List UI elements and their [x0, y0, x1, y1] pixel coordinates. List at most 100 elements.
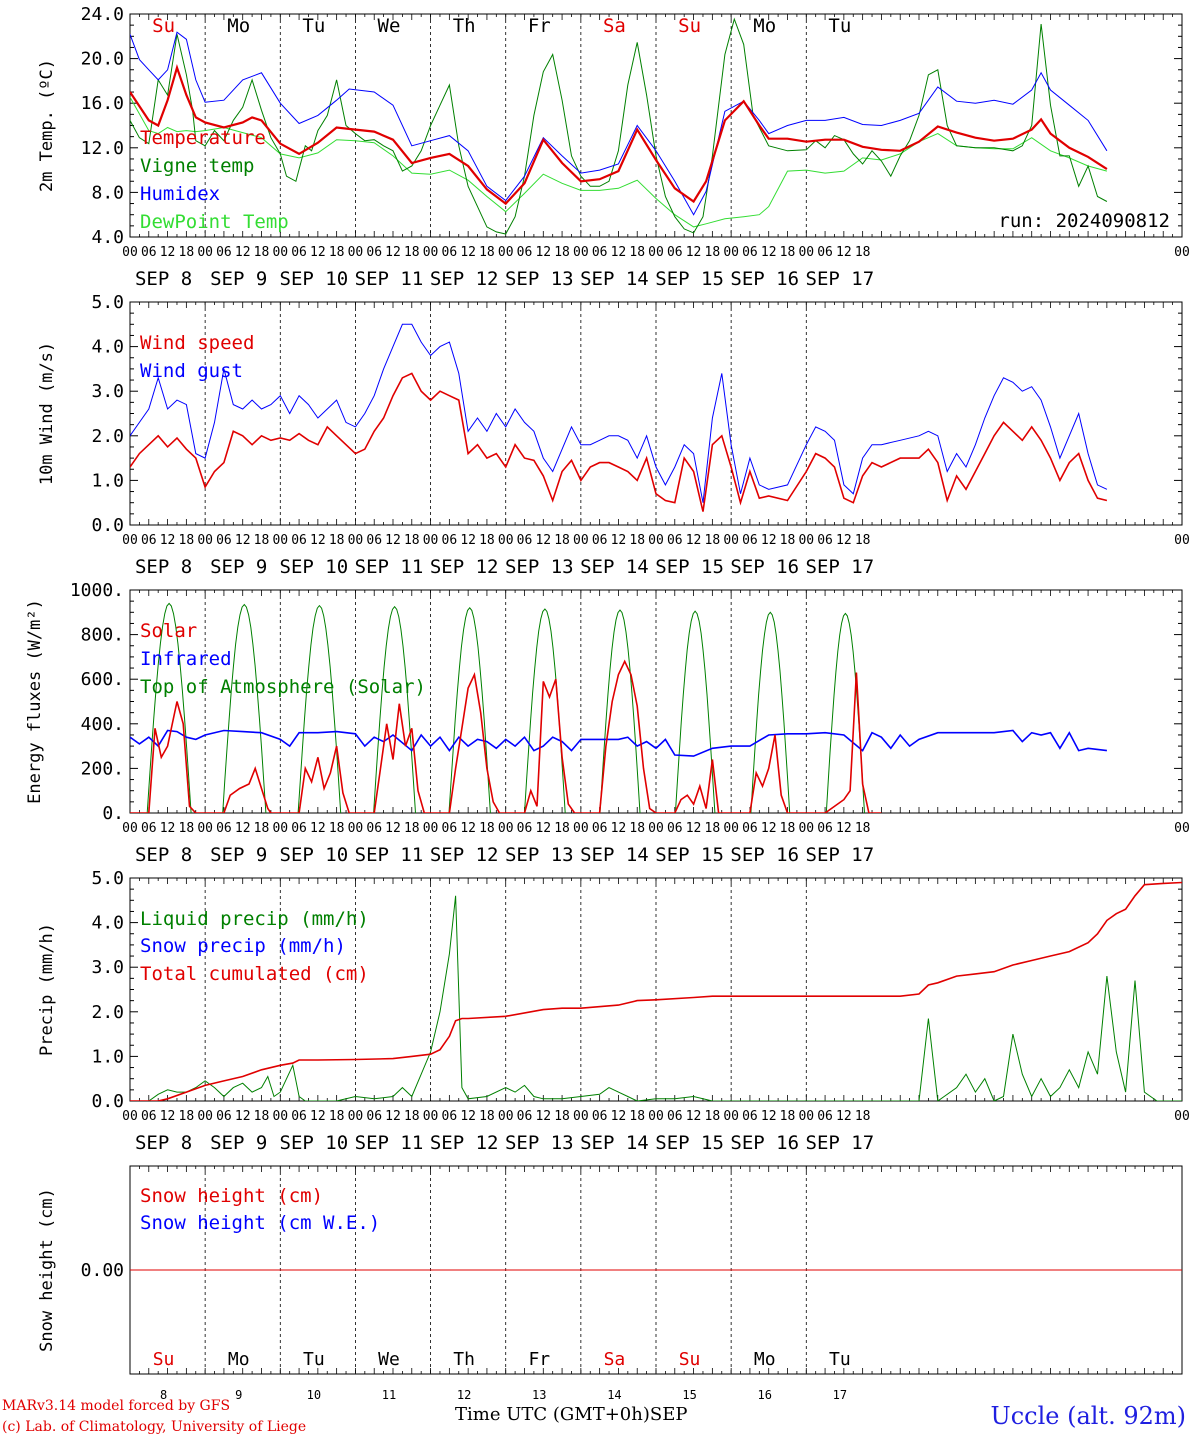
hour-tick-label: 06: [592, 821, 608, 836]
hour-tick-label: 18: [404, 245, 420, 260]
model-credit: MARv3.14 model forced by GFS: [2, 1398, 231, 1414]
hour-tick-label: 12: [160, 821, 176, 836]
hour-tick-label: 12: [160, 245, 176, 260]
hour-tick-label: 00: [798, 245, 814, 260]
hour-tick-label: 12: [611, 533, 627, 548]
y-tick-label: 3.0: [91, 381, 124, 402]
legend-entry: Temperature: [140, 127, 266, 149]
hour-tick-label: 00: [197, 1109, 213, 1124]
hour-tick-label: 18: [179, 1109, 195, 1124]
hour-tick-label: 18: [254, 533, 270, 548]
hour-tick-label: 06: [667, 245, 683, 260]
date-label: SEP 14: [580, 844, 649, 866]
date-label: SEP 11: [355, 844, 424, 866]
y-tick-label: 400.: [81, 714, 124, 735]
weekday-label: Th: [453, 1349, 475, 1370]
hour-tick-label: 18: [705, 821, 721, 836]
hour-tick-label: 12: [611, 821, 627, 836]
legend-entry: Solar: [140, 620, 197, 642]
hour-tick-label: 06: [291, 533, 307, 548]
date-label: SEP 14: [580, 556, 649, 578]
y-tick-label: 2.0: [91, 1002, 124, 1023]
date-label: SEP 8: [135, 844, 192, 866]
hour-tick-label: 06: [742, 245, 758, 260]
series-line-total-cumulated-cm-: [130, 881, 1182, 1101]
hour-tick-label: 00: [197, 821, 213, 836]
panel-frame-0: [129, 13, 1183, 238]
hour-tick-label: 12: [235, 1109, 251, 1124]
hour-tick-label: 06: [667, 533, 683, 548]
y-tick-label: 0.: [102, 803, 124, 824]
hour-tick-label: 00: [423, 1109, 439, 1124]
hour-tick-label: 18: [179, 533, 195, 548]
hour-tick-label: 18: [554, 245, 570, 260]
date-label: SEP 9: [210, 268, 267, 290]
weekday-label: Tu: [303, 1349, 325, 1370]
hour-tick-label: 06: [442, 821, 458, 836]
hour-tick-label: 00: [423, 245, 439, 260]
hour-tick-label: 12: [761, 1109, 777, 1124]
hour-tick-label: 12: [160, 1109, 176, 1124]
time-axis-title: Time UTC (GMT+0h)SEP: [455, 1404, 687, 1425]
hour-tick-label: 06: [667, 1109, 683, 1124]
y-tick-label: 3.0: [91, 957, 124, 978]
run-annotation: run: 2024090812: [998, 210, 1170, 232]
series-line-infrared: [130, 729, 1107, 757]
hour-tick-label: 12: [836, 533, 852, 548]
hour-tick-label: 00: [573, 245, 589, 260]
hour-tick-label: 18: [329, 1109, 345, 1124]
date-label: SEP 10: [280, 556, 349, 578]
hour-tick-label: 06: [366, 1109, 382, 1124]
hour-tick-label: 00: [272, 821, 288, 836]
hour-tick-label: 00: [573, 1109, 589, 1124]
toa-solar-line: [373, 605, 416, 813]
y-tick-label: 1.0: [91, 470, 124, 491]
toa-solar-line: [222, 603, 267, 813]
date-label: SEP 13: [505, 844, 574, 866]
hour-tick-label: 12: [310, 533, 326, 548]
date-label: SEP 11: [355, 268, 424, 290]
hour-tick-label: 12: [836, 245, 852, 260]
day-number-label: 9: [235, 1388, 242, 1402]
hour-tick-label: 00: [498, 245, 514, 260]
date-label: SEP 12: [430, 844, 499, 866]
hour-tick-label: 18: [554, 1109, 570, 1124]
hour-tick-label: 06: [592, 245, 608, 260]
toa-solar-line: [750, 611, 791, 813]
hour-tick-label: 06: [291, 245, 307, 260]
y-tick-label: 1000.: [70, 580, 124, 601]
hour-tick-label: 00: [348, 533, 364, 548]
legend-entry: Top of Atmosphere (Solar): [140, 676, 426, 698]
hour-tick-label: 18: [780, 245, 796, 260]
y-tick-label: 4.0: [91, 337, 124, 358]
hour-tick-label: 06: [817, 1109, 833, 1124]
legend-entry: Liquid precip (mm/h): [140, 908, 369, 930]
hour-tick-label: 12: [460, 1109, 476, 1124]
hour-tick-label: 18: [254, 821, 270, 836]
hour-tick-label: 12: [310, 821, 326, 836]
legend-entry: Humidex: [140, 183, 220, 205]
hour-tick-label: 18: [780, 1109, 796, 1124]
y-tick-label: 16.0: [81, 93, 124, 114]
hour-tick-label: 12: [310, 245, 326, 260]
hour-tick-label: 06: [442, 1109, 458, 1124]
station-name: Uccle (alt. 92m): [990, 1402, 1186, 1430]
hour-tick-label: 06: [517, 1109, 533, 1124]
date-label: SEP 9: [210, 844, 267, 866]
hour-tick-label: 06: [442, 245, 458, 260]
day-number-label: 11: [382, 1388, 396, 1402]
hour-tick-label: 06: [141, 1109, 157, 1124]
hour-tick-label: 00: [498, 821, 514, 836]
legend-entry: Infrared: [140, 648, 232, 670]
hour-tick-label: 12: [235, 245, 251, 260]
date-label: SEP 15: [655, 268, 724, 290]
hour-tick-label: 18: [554, 533, 570, 548]
weekday-label: Su: [678, 15, 701, 37]
date-label: SEP 17: [806, 268, 875, 290]
date-label: SEP 17: [806, 844, 875, 866]
day-number-label: 14: [607, 1388, 621, 1402]
y-tick-label: 1.0: [91, 1046, 124, 1067]
hour-tick-label: 06: [216, 821, 232, 836]
hour-tick-label: 06: [592, 533, 608, 548]
hour-tick-label: 12: [235, 821, 251, 836]
